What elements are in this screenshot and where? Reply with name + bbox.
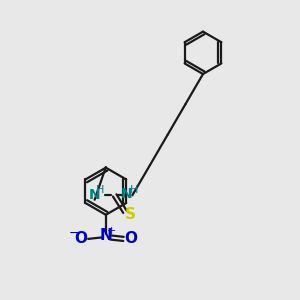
Text: O: O <box>125 231 138 246</box>
Text: N: N <box>100 229 112 244</box>
Text: O: O <box>74 231 87 246</box>
Text: N: N <box>89 188 100 202</box>
Text: −: − <box>69 226 79 239</box>
Text: +: + <box>107 226 116 236</box>
Text: N: N <box>121 187 133 201</box>
Text: H: H <box>96 185 104 195</box>
Text: H: H <box>130 185 138 195</box>
Text: S: S <box>125 207 136 222</box>
